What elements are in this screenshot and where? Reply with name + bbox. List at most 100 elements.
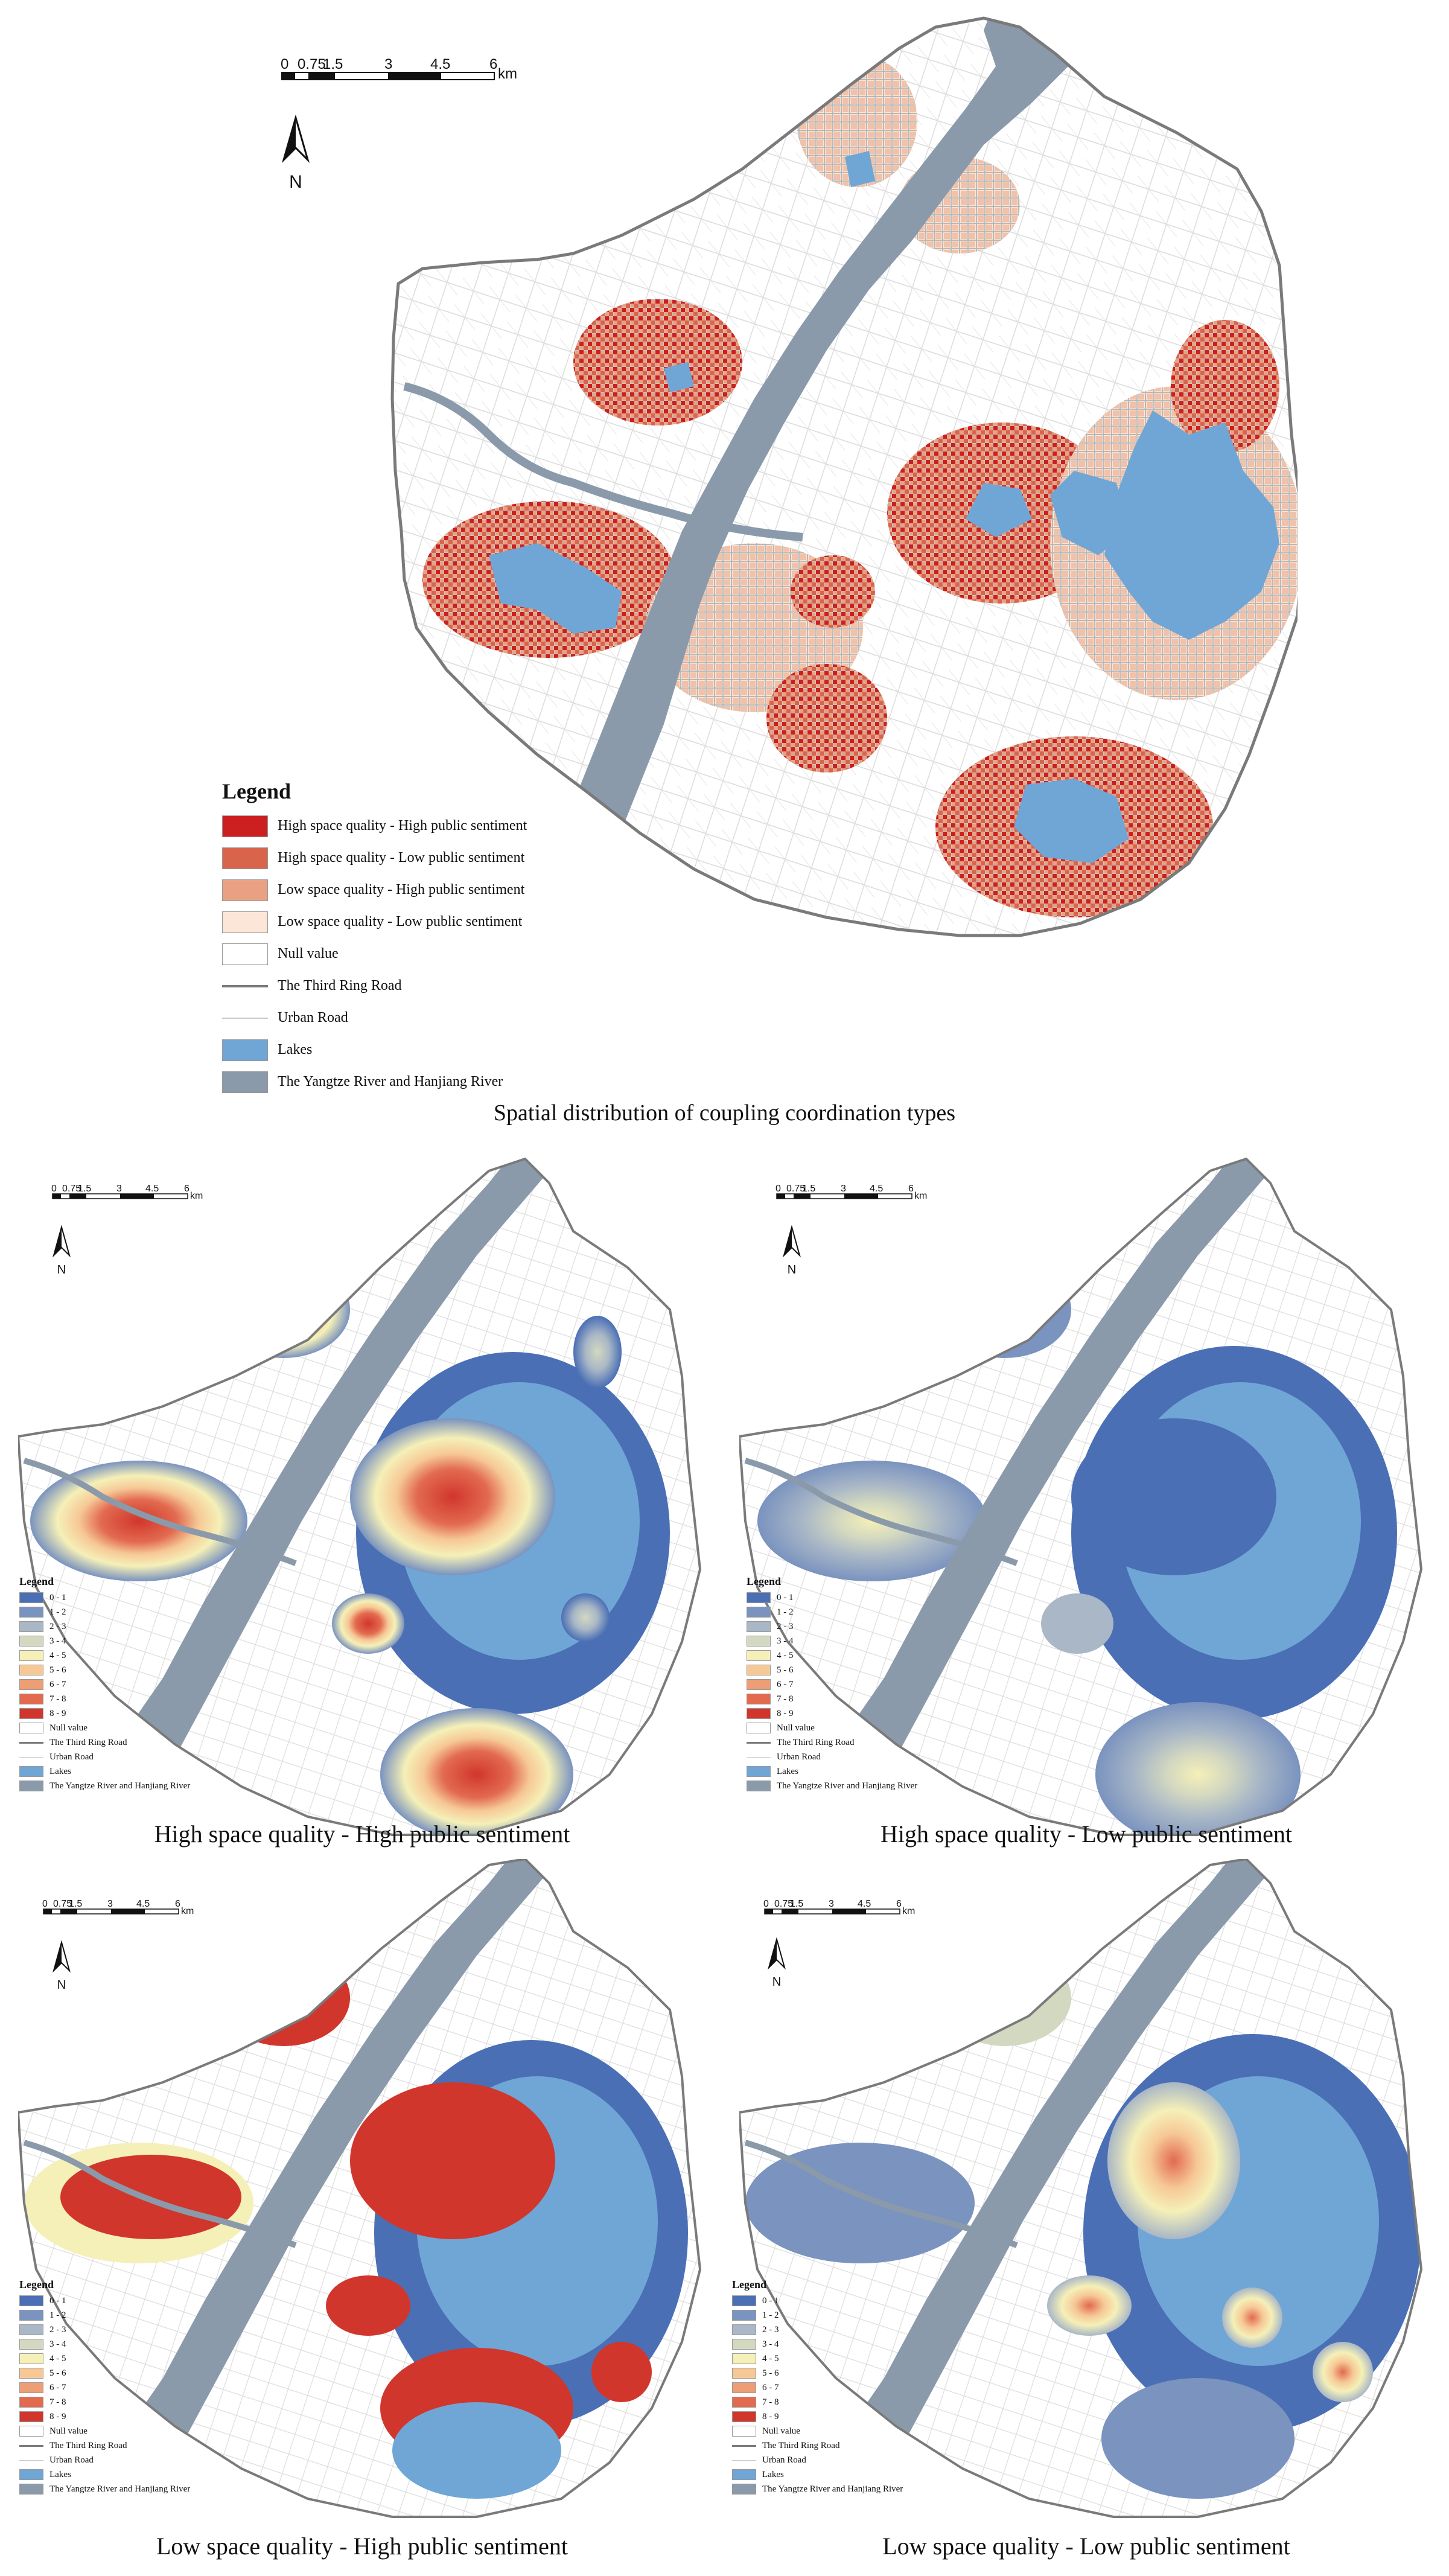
legend-item: 8 - 9 <box>747 1706 976 1721</box>
legend-label: 3 - 4 <box>49 1636 66 1646</box>
legend-item: 7 - 8 <box>19 2395 249 2409</box>
legend-label: 8 - 9 <box>777 1708 794 1718</box>
legend-label: Null value <box>278 946 339 961</box>
legend-label: 3 - 4 <box>762 2339 779 2349</box>
legend-label: 5 - 6 <box>49 2368 66 2378</box>
legend-item: Urban Road <box>19 1750 249 1764</box>
legend-item: 3 - 4 <box>732 2337 961 2351</box>
legend-label: The Third Ring Road <box>777 1737 855 1747</box>
legend-label: Lakes <box>49 1766 71 1776</box>
legend-label: 2 - 3 <box>777 1621 794 1631</box>
legend-label: 1 - 2 <box>762 2310 779 2320</box>
legend-item: 5 - 6 <box>732 2366 961 2380</box>
sub-map <box>18 1157 702 1836</box>
legend-item: The Yangtze River and Hanjiang River <box>747 1779 976 1793</box>
scale-tick: 3 <box>841 1184 846 1194</box>
legend-label: 8 - 9 <box>762 2411 779 2421</box>
scale-tick: 6 <box>184 1184 189 1194</box>
sub-map-panel <box>18 1859 724 2523</box>
legend-item: 0 - 1 <box>732 2294 961 2308</box>
scale-tick: 4.5 <box>136 1899 150 1909</box>
legend-label: 6 - 7 <box>49 2382 66 2393</box>
legend-label: Urban Road <box>762 2455 806 2465</box>
legend-item: Urban Road <box>747 1750 976 1764</box>
sub-map <box>739 1859 1423 2518</box>
density-legend: Legend 0 - 1 1 - 2 2 - 3 3 - 4 4 - 5 5 -… <box>747 1575 976 1793</box>
legend-item: Low space quality - High public sentimen… <box>222 874 608 906</box>
legend-label: 1 - 2 <box>49 2310 66 2320</box>
legend-item: 1 - 2 <box>19 2308 249 2323</box>
scale-tick: 6 <box>896 1899 902 1909</box>
legend-item: Lakes <box>747 1764 976 1779</box>
legend-label: 0 - 1 <box>762 2295 779 2306</box>
legend-label: Lakes <box>278 1042 313 1057</box>
sub-map-caption: Low space quality - Low public sentiment <box>882 2533 1290 2560</box>
legend-item: 6 - 7 <box>747 1677 976 1692</box>
scale-tick: 3 <box>384 56 392 72</box>
legend-item: 4 - 5 <box>747 1648 976 1663</box>
north-arrow: N <box>48 1225 75 1277</box>
legend-label: The Yangtze River and Hanjiang River <box>49 1781 191 1791</box>
legend-item: 4 - 5 <box>19 1648 249 1663</box>
north-label: N <box>289 172 302 192</box>
legend-item: High space quality - Low public sentimen… <box>222 842 608 874</box>
legend-label: 0 - 1 <box>777 1592 794 1602</box>
legend-item: Null value <box>747 1721 976 1735</box>
north-arrow: N <box>779 1225 805 1277</box>
legend-label: 1 - 2 <box>49 1607 66 1617</box>
legend-label: Null value <box>49 1723 88 1733</box>
legend-label: Urban Road <box>49 1752 94 1762</box>
legend-label: Lakes <box>777 1766 798 1776</box>
legend-item: The Third Ring Road <box>747 1735 976 1750</box>
legend-label: 5 - 6 <box>762 2368 779 2378</box>
legend-label: 7 - 8 <box>762 2397 779 2407</box>
legend-label: 4 - 5 <box>777 1650 794 1660</box>
north-label: N <box>57 1263 66 1277</box>
legend-label: The Third Ring Road <box>762 2440 840 2450</box>
scale-tick: 0 <box>775 1184 781 1194</box>
legend-item: The Third Ring Road <box>222 970 608 1002</box>
legend-label: The Third Ring Road <box>278 978 402 993</box>
scale-bar: 0 0.75 1.5 3 4.5 6 km <box>51 1183 220 1207</box>
legend-item: The Third Ring Road <box>732 2438 961 2453</box>
scale-tick: 3 <box>829 1899 834 1909</box>
legend-item: Lakes <box>732 2467 961 2482</box>
legend-item: Lakes <box>222 1034 608 1066</box>
legend-item: 2 - 3 <box>19 2323 249 2337</box>
scale-tick: 3 <box>107 1899 113 1909</box>
legend-label: The Yangtze River and Hanjiang River <box>49 2484 191 2494</box>
legend-item: 0 - 1 <box>19 1590 249 1605</box>
scale-unit: km <box>902 1906 915 1916</box>
legend-item: Low space quality - Low public sentiment <box>222 906 608 938</box>
legend-label: 2 - 3 <box>49 2324 66 2335</box>
north-label: N <box>57 1978 66 1992</box>
sub-map-caption: High space quality - Low public sentimen… <box>880 1820 1293 1848</box>
legend-item: Urban Road <box>732 2453 961 2467</box>
legend-item: 5 - 6 <box>747 1663 976 1677</box>
legend-item: 2 - 3 <box>732 2323 961 2337</box>
legend-label: 6 - 7 <box>762 2382 779 2393</box>
legend-label: The Third Ring Road <box>49 1737 127 1747</box>
legend-item: 1 - 2 <box>19 1605 249 1619</box>
scale-tick: 1.5 <box>69 1899 82 1909</box>
legend-label: Lakes <box>49 2469 71 2479</box>
scale-tick: 6 <box>175 1899 180 1909</box>
main-legend: Legend High space quality - High public … <box>222 779 608 1098</box>
legend-item: 7 - 8 <box>19 1692 249 1706</box>
legend-item: 1 - 2 <box>747 1605 976 1619</box>
scale-tick: 0.75 <box>62 1184 81 1194</box>
legend-label: The Third Ring Road <box>49 2440 127 2450</box>
scale-tick: 0.75 <box>298 56 326 72</box>
scale-unit: km <box>190 1191 203 1201</box>
legend-item: The Yangtze River and Hanjiang River <box>19 2482 249 2496</box>
scale-tick: 0 <box>763 1899 769 1909</box>
legend-item: Null value <box>732 2424 961 2438</box>
legend-label: Urban Road <box>777 1752 821 1762</box>
legend-label: 7 - 8 <box>49 1694 66 1704</box>
legend-item: 8 - 9 <box>19 1706 249 1721</box>
scale-bar: 0 0.75 1.5 3 4.5 6 km <box>775 1183 944 1207</box>
legend-label: 5 - 6 <box>49 1665 66 1675</box>
legend-item: 3 - 4 <box>19 1634 249 1648</box>
legend-item: The Third Ring Road <box>19 1735 249 1750</box>
legend-item: 6 - 7 <box>19 2380 249 2395</box>
